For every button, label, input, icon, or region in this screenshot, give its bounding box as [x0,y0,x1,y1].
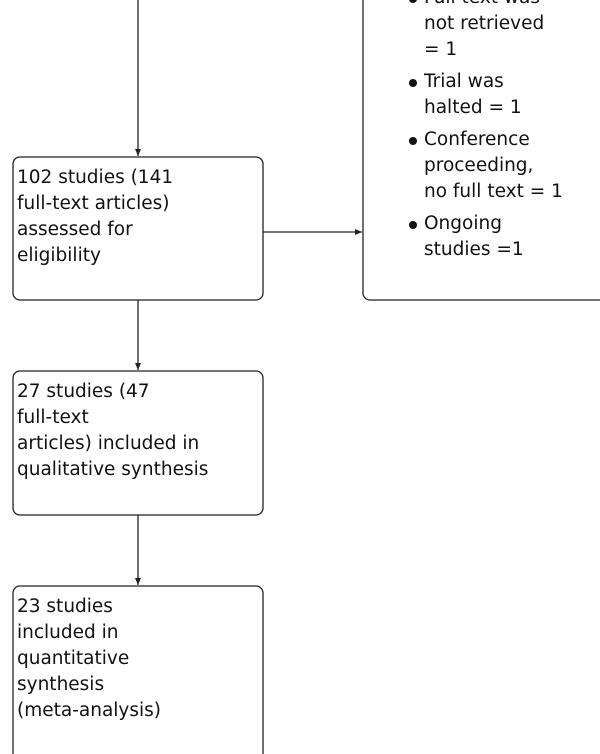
node-text: quantitative [17,648,129,669]
excluded-text: halted = 1 [424,97,522,118]
node-text: qualitative synthesis [17,459,208,480]
bullet [409,79,417,87]
node-text: (meta-analysis) [17,700,161,721]
bullet [409,137,417,145]
excluded-text: proceeding, [424,155,533,176]
node-box [12,585,264,754]
node-text: included in [17,622,119,643]
node-text: assessed for [17,219,133,240]
node-text: full-text articles) [17,193,169,214]
excluded-text: Conference [424,129,530,150]
excluded-text: studies =1 [424,239,524,260]
node-text: 27 studies (47 [17,381,150,402]
bullet [409,0,417,3]
excluded-text: not retrieved [424,13,544,34]
node-text: full-text [17,407,89,428]
excluded-text: Full text was [424,0,540,8]
node-text: articles) included in [17,433,199,454]
node-text: 23 studies [17,596,113,617]
excluded-box [362,0,600,301]
node-text: eligibility [17,245,101,266]
bullet [409,221,417,229]
excluded-text: = 1 [424,39,457,60]
node-text: synthesis [17,674,104,695]
excluded-text: Ongoing [424,213,502,234]
excluded-text: Trial was [423,71,504,92]
node-text: 102 studies (141 [17,167,173,188]
excluded-text: no full text = 1 [424,181,563,202]
